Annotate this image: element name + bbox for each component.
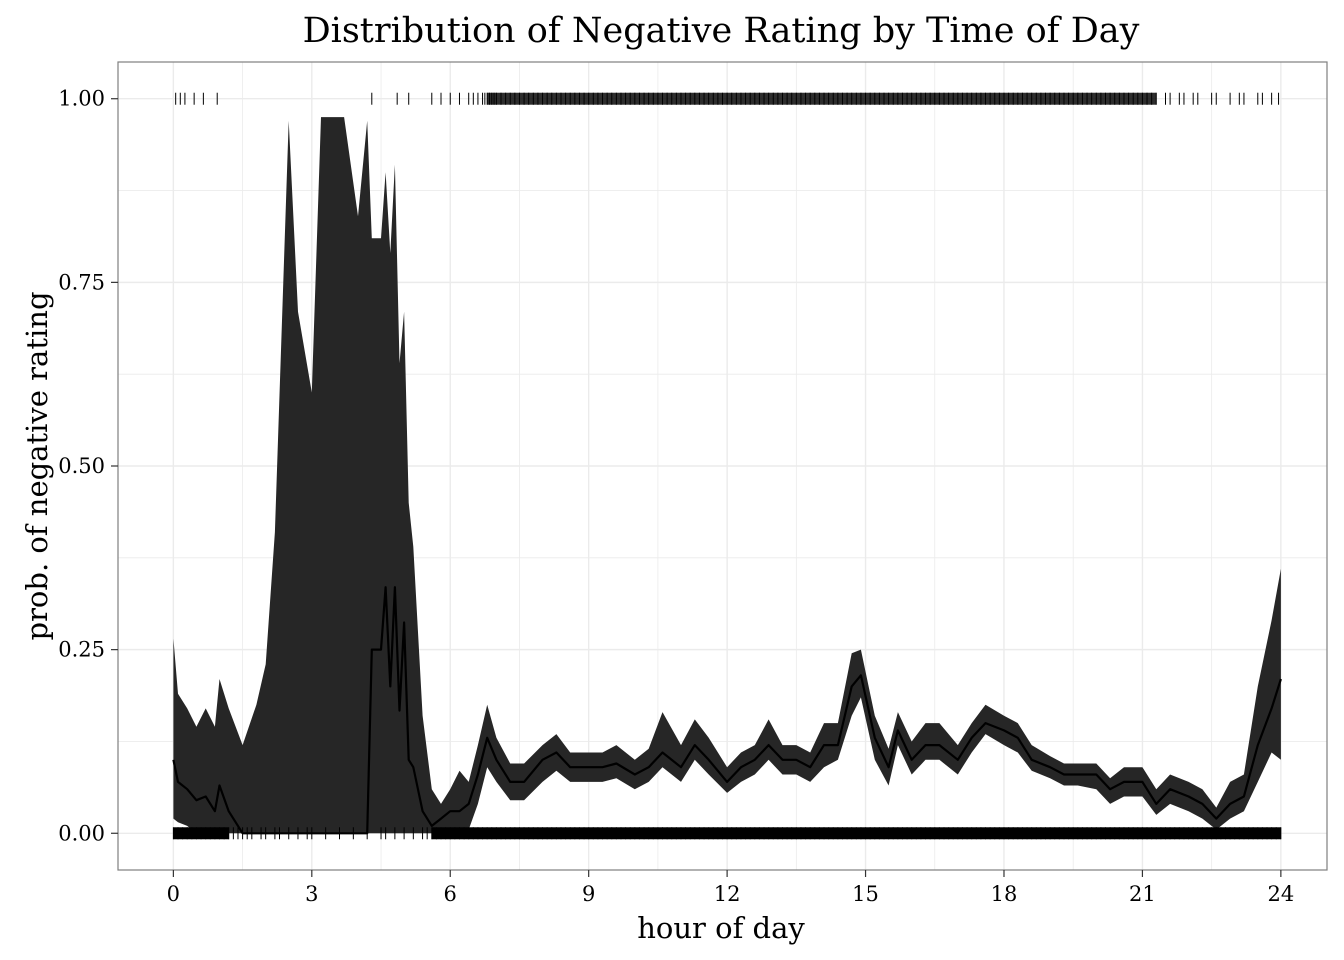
x-tick-label: 18 <box>991 882 1018 906</box>
x-axis: 0 3 6 9 12 15 18 21 24 <box>167 870 1294 906</box>
rug-bottom <box>172 827 1282 840</box>
y-axis: 0.00 0.25 0.50 0.75 1.00 <box>58 87 118 845</box>
rug-dense-negative <box>173 827 229 840</box>
x-tick-label: 24 <box>1267 882 1294 906</box>
rug-dense-negative <box>431 827 1281 840</box>
y-tick-label: 0.50 <box>58 454 105 478</box>
trend-line-path <box>172 586 1282 835</box>
y-tick-label: 0.25 <box>58 638 105 662</box>
y-tick-label: 0.75 <box>58 270 105 294</box>
x-tick-label: 0 <box>167 882 180 906</box>
x-axis-label: hour of day <box>637 911 805 945</box>
y-axis-label: prob. of negative rating <box>20 291 54 640</box>
chart-title: Distribution of Negative Rating by Time … <box>303 11 1140 51</box>
x-tick-label: 3 <box>305 882 318 906</box>
x-tick-label: 21 <box>1129 882 1156 906</box>
confidence-band <box>173 117 1281 834</box>
x-tick-label: 15 <box>852 882 879 906</box>
y-tick-label: 1.00 <box>58 87 105 111</box>
rug-top <box>175 92 1280 105</box>
x-tick-label: 9 <box>582 882 595 906</box>
x-tick-label: 6 <box>444 882 457 906</box>
plot-panel <box>117 61 1328 871</box>
rug-dense-positive <box>487 92 1157 105</box>
x-tick-label: 12 <box>714 882 741 906</box>
confidence-ribbon <box>173 117 1281 834</box>
y-tick-label: 0.00 <box>58 821 105 845</box>
trend-line <box>172 586 1282 835</box>
